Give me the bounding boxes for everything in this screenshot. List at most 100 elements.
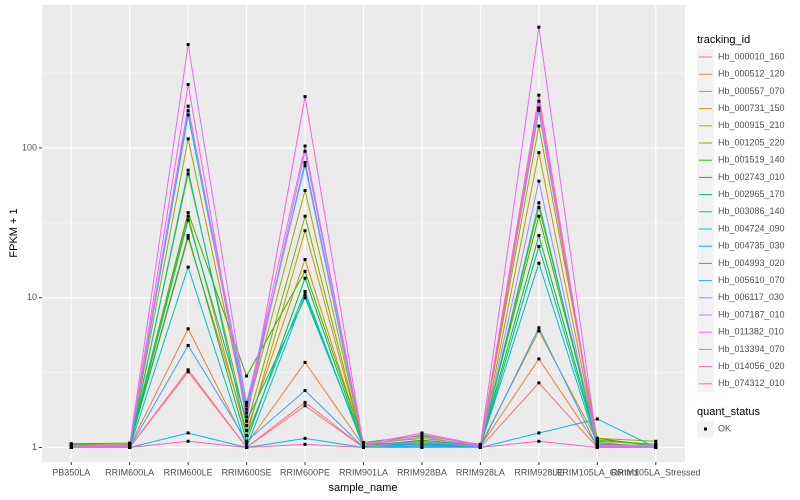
data-point (245, 445, 249, 449)
legend-label: Hb_004735_030 (718, 241, 785, 251)
legend-label: Hb_006117_030 (718, 292, 784, 302)
data-point (128, 445, 132, 449)
data-point (69, 445, 73, 449)
legend-label: Hb_003086_140 (718, 206, 785, 216)
data-point (186, 234, 190, 238)
data-point (420, 442, 424, 446)
data-point (303, 436, 307, 440)
x-tick-label: RRIM928LE (514, 467, 563, 477)
data-point (537, 431, 541, 435)
legend-label: Hb_000731_150 (718, 103, 785, 113)
legend-label: Hb_000010_160 (718, 51, 785, 61)
data-point (303, 400, 307, 404)
data-point (186, 265, 190, 269)
data-point (303, 404, 307, 408)
data-point (537, 106, 541, 110)
legend-label: Hb_002743_010 (718, 172, 785, 182)
data-point (128, 441, 132, 445)
legend-label: Hb_000557_070 (718, 86, 785, 96)
data-point (537, 261, 541, 265)
data-point (186, 370, 190, 374)
data-point (420, 445, 424, 449)
x-axis-title: sample_name (328, 482, 397, 494)
data-point (186, 137, 190, 141)
data-point (245, 434, 249, 438)
data-point (537, 151, 541, 155)
data-point (303, 149, 307, 153)
data-point (537, 25, 541, 29)
data-point (537, 381, 541, 385)
data-point (537, 124, 541, 128)
legend-label: Hb_002965_170 (718, 189, 785, 199)
x-tick-label: RRIM600LA (105, 467, 154, 477)
y-tick-label: 10 (27, 292, 37, 302)
legend-label: Hb_001519_140 (718, 155, 785, 165)
data-point (186, 214, 190, 218)
data-point (186, 343, 190, 347)
data-point (303, 442, 307, 446)
data-point (478, 445, 482, 449)
data-point (537, 99, 541, 103)
legend-label: Hb_001205_220 (718, 137, 785, 147)
legend-label: Hb_074312_010 (718, 378, 785, 388)
data-point (420, 439, 424, 443)
data-point (537, 93, 541, 97)
data-point (245, 411, 249, 415)
data-point (420, 433, 424, 437)
data-point (303, 389, 307, 393)
legend-label: Hb_000512_120 (718, 69, 785, 79)
data-point (245, 415, 249, 419)
data-point (186, 172, 190, 176)
data-point (303, 290, 307, 294)
data-point (537, 201, 541, 205)
legend-label: Hb_013394_070 (718, 344, 785, 354)
data-point (186, 104, 190, 108)
data-point (245, 424, 249, 428)
data-point (245, 419, 249, 423)
legend-label: Hb_004993_020 (718, 258, 785, 268)
data-point (537, 326, 541, 330)
data-point (303, 360, 307, 364)
data-point (303, 276, 307, 280)
data-point (303, 188, 307, 192)
data-point (245, 374, 249, 378)
x-tick-label: RRIM928LA (456, 467, 505, 477)
data-point (595, 445, 599, 449)
data-point (537, 357, 541, 361)
data-point (537, 214, 541, 218)
data-point (303, 229, 307, 233)
data-point (303, 144, 307, 148)
data-point (245, 439, 249, 443)
legend-label: Hb_000915_210 (718, 120, 785, 130)
legend-title: tracking_id (697, 34, 750, 46)
x-tick-label: RRIM600LE (164, 467, 213, 477)
data-point (186, 439, 190, 443)
legend-label: Hb_011382_010 (718, 327, 784, 337)
legend-label: Hb_014056_020 (718, 361, 785, 371)
data-point (186, 113, 190, 117)
data-point (537, 234, 541, 238)
y-tick-label: 1 (32, 442, 37, 452)
legend-label: Hb_007187_010 (718, 309, 785, 319)
data-point (303, 160, 307, 164)
x-tick-label: RRIM105LA_Stressed (611, 467, 701, 477)
data-point (303, 296, 307, 300)
data-point (362, 440, 365, 444)
data-point (303, 293, 307, 297)
legend-label: Hb_005610_070 (718, 275, 785, 285)
data-point (537, 108, 541, 112)
data-point (186, 109, 190, 113)
data-point (186, 211, 190, 215)
data-point (245, 404, 249, 408)
y-tick-label: 100 (22, 142, 37, 152)
data-point (303, 164, 307, 168)
data-point (478, 444, 482, 448)
data-point (420, 435, 424, 439)
data-point (654, 444, 658, 448)
data-point (186, 368, 190, 372)
data-point (303, 257, 307, 261)
x-tick-label: RRIM901LA (339, 467, 388, 477)
data-point (186, 236, 190, 240)
data-point (186, 83, 190, 87)
